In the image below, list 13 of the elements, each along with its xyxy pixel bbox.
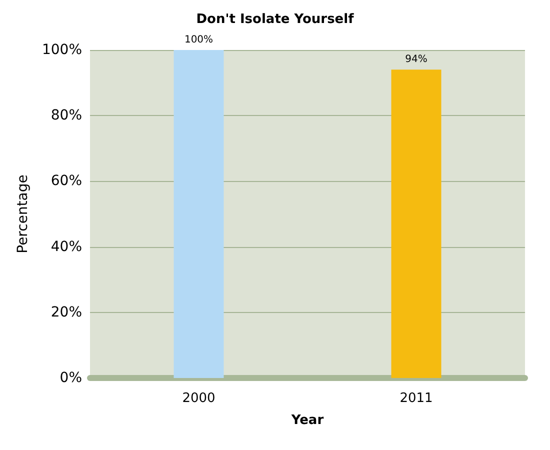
x-tick-label: 2000 <box>182 391 216 406</box>
data-label: 100% <box>184 34 214 46</box>
y-tick-label: 40% <box>50 238 82 255</box>
x-tick-label: 2011 <box>400 391 433 406</box>
chart-title: Don't Isolate Yourself <box>196 12 354 27</box>
y-tick-label: 100% <box>42 42 82 58</box>
y-tick-label: 20% <box>50 304 82 320</box>
y-axis-title: Percentage <box>15 174 31 254</box>
y-tick-label: 80% <box>50 108 82 124</box>
y-tick-label: 60% <box>50 173 82 190</box>
y-tick-label: 0% <box>60 370 82 386</box>
x-axis-title: Year <box>290 413 324 428</box>
data-label: 94% <box>405 54 428 66</box>
